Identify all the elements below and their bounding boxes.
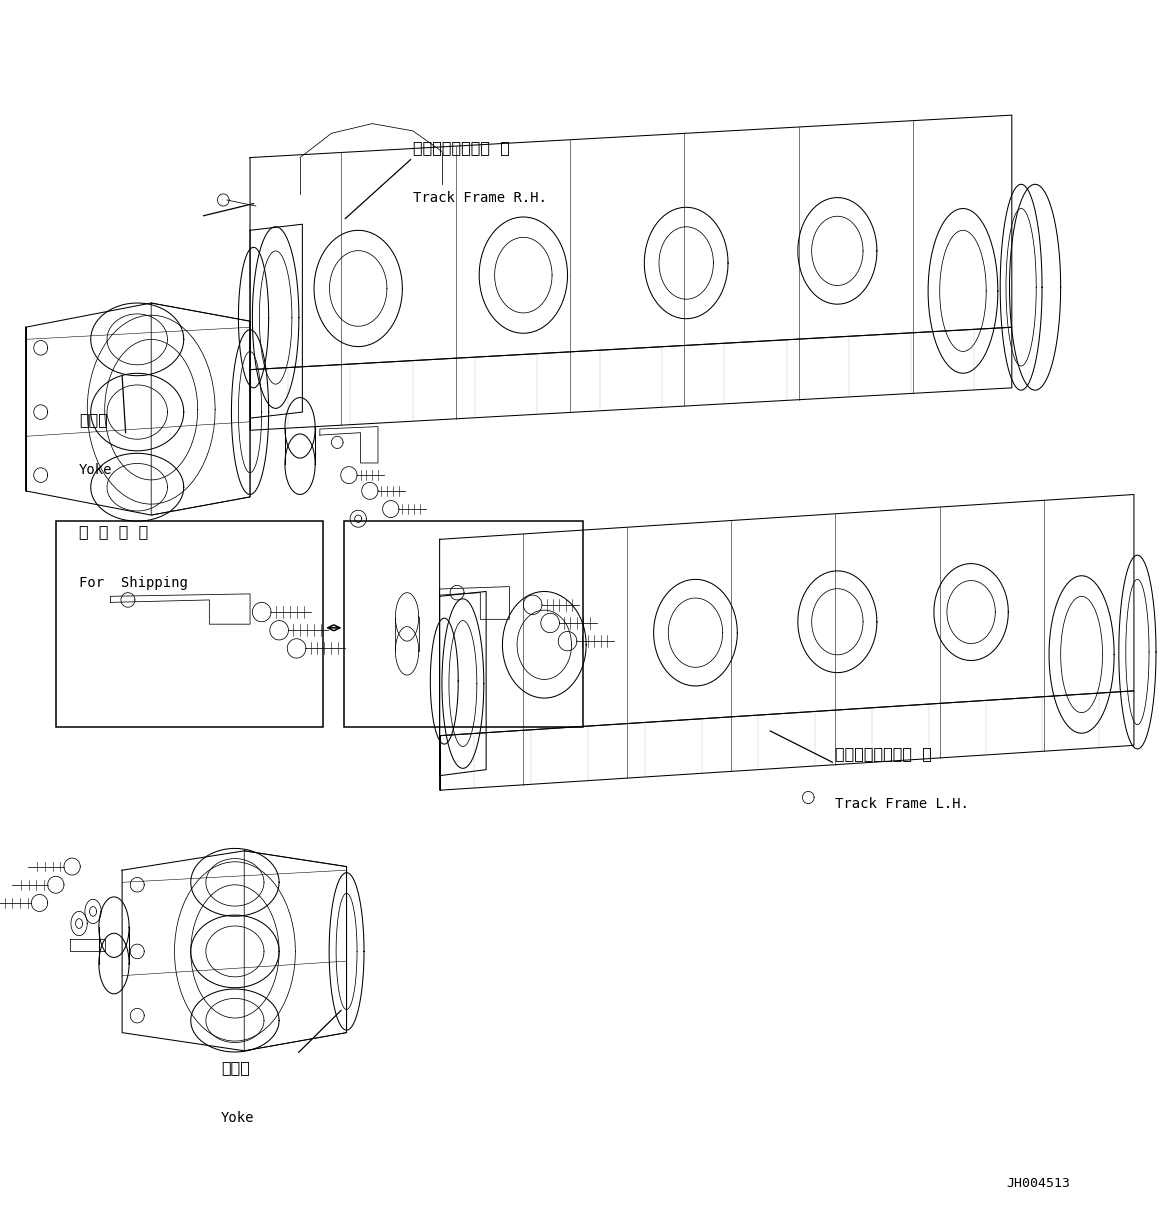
Text: Track Frame L.H.: Track Frame L.H. <box>835 797 969 812</box>
Text: Yoke: Yoke <box>221 1111 255 1126</box>
Text: ヨーク: ヨーク <box>221 1060 250 1075</box>
Bar <box>344 521 583 727</box>
Text: トラックフレーム  右: トラックフレーム 右 <box>413 141 509 155</box>
Text: For  Shipping: For Shipping <box>79 576 188 590</box>
Text: トラックフレーム  左: トラックフレーム 左 <box>835 747 932 761</box>
Text: ヨーク: ヨーク <box>79 412 108 427</box>
Text: 運  歳  部  品: 運 歳 部 品 <box>79 525 149 539</box>
Text: Yoke: Yoke <box>79 463 113 478</box>
Text: JH004513: JH004513 <box>1006 1177 1070 1190</box>
Bar <box>56 521 323 727</box>
Text: Track Frame R.H.: Track Frame R.H. <box>413 191 547 206</box>
